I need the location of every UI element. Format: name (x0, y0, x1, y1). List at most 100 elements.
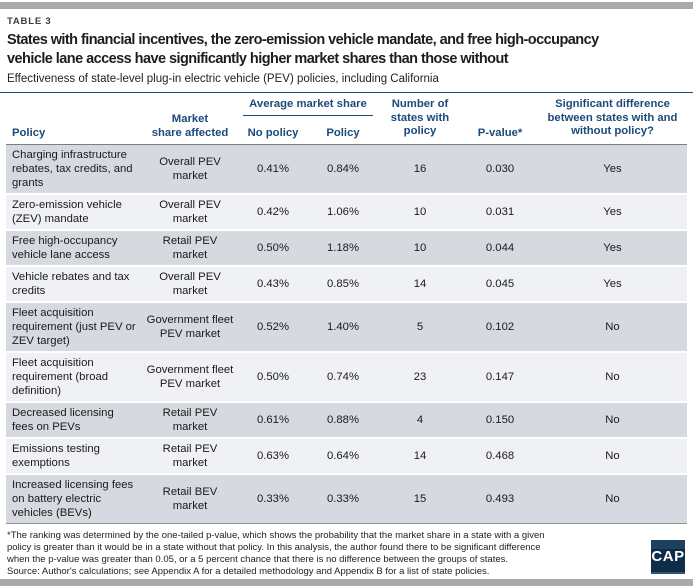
cell-market-share-affected: Overall PEV market (159, 199, 221, 225)
cell-policy: Decreased licensing fees on PEVs (12, 407, 114, 433)
cell-num-states: 15 (413, 493, 427, 505)
header-average-market-share-group: Average market share No policy Policy (238, 93, 378, 144)
cell-significant: No (605, 371, 620, 383)
cell-p-value: 0.147 (485, 371, 515, 383)
table-row: Zero-emission vehicle (ZEV) mandate Over… (6, 195, 687, 231)
cell-market-share-affected: Overall PEV market (159, 271, 221, 297)
cell-policy-share: 1.18% (326, 242, 360, 254)
header-policy-sub: Policy (326, 126, 360, 139)
cell-policy-share: 0.64% (326, 450, 360, 462)
table-title: States with financial incentives, the ze… (7, 31, 686, 69)
table-row: Increased licensing fees on battery elec… (6, 475, 687, 523)
table-header-row: Policy Market share affected Average mar… (6, 93, 687, 145)
table-row: Fleet acquisition requirement (just PEV … (6, 303, 687, 353)
cell-no-policy-share: 0.50% (256, 371, 290, 383)
header-significant-difference: Significant difference between states wi… (547, 98, 678, 137)
cell-p-value: 0.044 (485, 242, 515, 254)
cell-market-share-affected: Overall PEV market (159, 156, 221, 182)
cell-market-share-affected: Retail PEV market (162, 443, 218, 469)
cell-num-states: 5 (416, 321, 424, 333)
bottom-divider-bar (0, 579, 693, 586)
footnote: *The ranking was determined by the one-t… (7, 530, 545, 565)
cell-market-share-affected: Government fleet PEV market (146, 314, 234, 340)
cell-significant: No (605, 493, 620, 505)
table-row: Emissions testing exemptions Retail PEV … (6, 439, 687, 475)
cell-no-policy-share: 0.42% (256, 206, 290, 218)
table-subtitle: Effectiveness of state-level plug-in ele… (7, 73, 439, 85)
cell-policy: Fleet acquisition requirement (broad def… (12, 357, 109, 397)
table-body: Charging infrastructure rebates, tax cre… (6, 145, 687, 524)
cell-p-value: 0.102 (485, 321, 515, 333)
table-row: Fleet acquisition requirement (broad def… (6, 353, 687, 403)
cell-policy: Vehicle rebates and tax credits (12, 271, 130, 297)
header-average-market-share: Average market share (249, 98, 367, 110)
cell-market-share-affected: Retail BEV market (162, 486, 218, 512)
cell-market-share-affected: Retail PEV market (162, 407, 218, 433)
table-row: Free high-occupancy vehicle lane access … (6, 231, 687, 267)
cell-policy-share: 0.85% (326, 278, 360, 290)
cell-policy: Fleet acquisition requirement (just PEV … (12, 307, 136, 347)
cell-p-value: 0.030 (485, 163, 515, 175)
cell-p-value: 0.468 (485, 450, 515, 462)
cell-significant: No (605, 414, 620, 426)
cell-policy: Zero-emission vehicle (ZEV) mandate (12, 199, 122, 225)
header-no-policy: No policy (247, 126, 299, 139)
cell-num-states: 10 (413, 206, 427, 218)
header-top-rule (0, 92, 693, 93)
cell-significant: Yes (603, 163, 622, 175)
cell-policy-share: 1.06% (326, 206, 360, 218)
source-line: Source: Author's calculations; see Appen… (7, 566, 490, 577)
table-row: Decreased licensing fees on PEVs Retail … (6, 403, 687, 439)
title-line-2: vehicle lane access have significantly h… (7, 51, 509, 67)
cell-significant: No (605, 450, 620, 462)
cell-no-policy-share: 0.52% (256, 321, 290, 333)
cell-market-share-affected: Government fleet PEV market (146, 364, 234, 390)
cell-num-states: 4 (416, 414, 424, 426)
top-divider-bar (0, 2, 693, 9)
table-row: Vehicle rebates and tax credits Overall … (6, 267, 687, 303)
cell-policy-share: 1.40% (326, 321, 360, 333)
average-market-share-underline (243, 114, 373, 116)
cell-p-value: 0.150 (485, 414, 515, 426)
header-market-share-affected: Market share affected (142, 93, 238, 144)
cell-policy-share: 0.74% (326, 371, 360, 383)
figure-content: TABLE 3 States with financial incentives… (0, 16, 693, 578)
cell-no-policy-share: 0.61% (256, 414, 290, 426)
cap-logo: CAP (651, 540, 685, 574)
header-policy: Policy (12, 126, 46, 139)
cell-no-policy-share: 0.63% (256, 450, 290, 462)
cell-num-states: 14 (413, 450, 427, 462)
table-number-label: TABLE 3 (7, 16, 52, 27)
title-line-1: States with financial incentives, the ze… (7, 32, 599, 48)
cell-policy-share: 0.84% (326, 163, 360, 175)
cell-policy-share: 0.88% (326, 414, 360, 426)
cell-num-states: 23 (413, 371, 427, 383)
cell-policy-share: 0.33% (326, 493, 360, 505)
cell-no-policy-share: 0.50% (256, 242, 290, 254)
cell-num-states: 16 (413, 163, 427, 175)
cell-policy: Emissions testing exemptions (12, 443, 100, 469)
cell-market-share-affected: Retail PEV market (162, 235, 218, 261)
header-number-of-states: Number of states with policy (390, 98, 450, 137)
cell-policy: Increased licensing fees on battery elec… (12, 479, 134, 519)
cell-no-policy-share: 0.41% (256, 163, 290, 175)
cap-logo-text: CAP (651, 547, 685, 565)
cell-no-policy-share: 0.33% (256, 493, 290, 505)
cell-significant: Yes (603, 242, 622, 254)
cell-significant: Yes (603, 206, 622, 218)
header-market-line-1: Market (171, 113, 209, 125)
cell-significant: No (605, 321, 620, 333)
cell-policy: Free high-occupancy vehicle lane access (12, 235, 118, 261)
cell-policy: Charging infrastructure rebates, tax cre… (12, 149, 133, 189)
cell-no-policy-share: 0.43% (256, 278, 290, 290)
cell-p-value: 0.493 (485, 493, 515, 505)
cell-significant: Yes (603, 278, 622, 290)
cell-p-value: 0.045 (485, 278, 515, 290)
data-table: Policy Market share affected Average mar… (6, 93, 687, 524)
cell-p-value: 0.031 (485, 206, 515, 218)
cell-num-states: 14 (413, 278, 427, 290)
cell-num-states: 10 (413, 242, 427, 254)
header-p-value: P-value* (477, 126, 523, 139)
table-row: Charging infrastructure rebates, tax cre… (6, 145, 687, 195)
